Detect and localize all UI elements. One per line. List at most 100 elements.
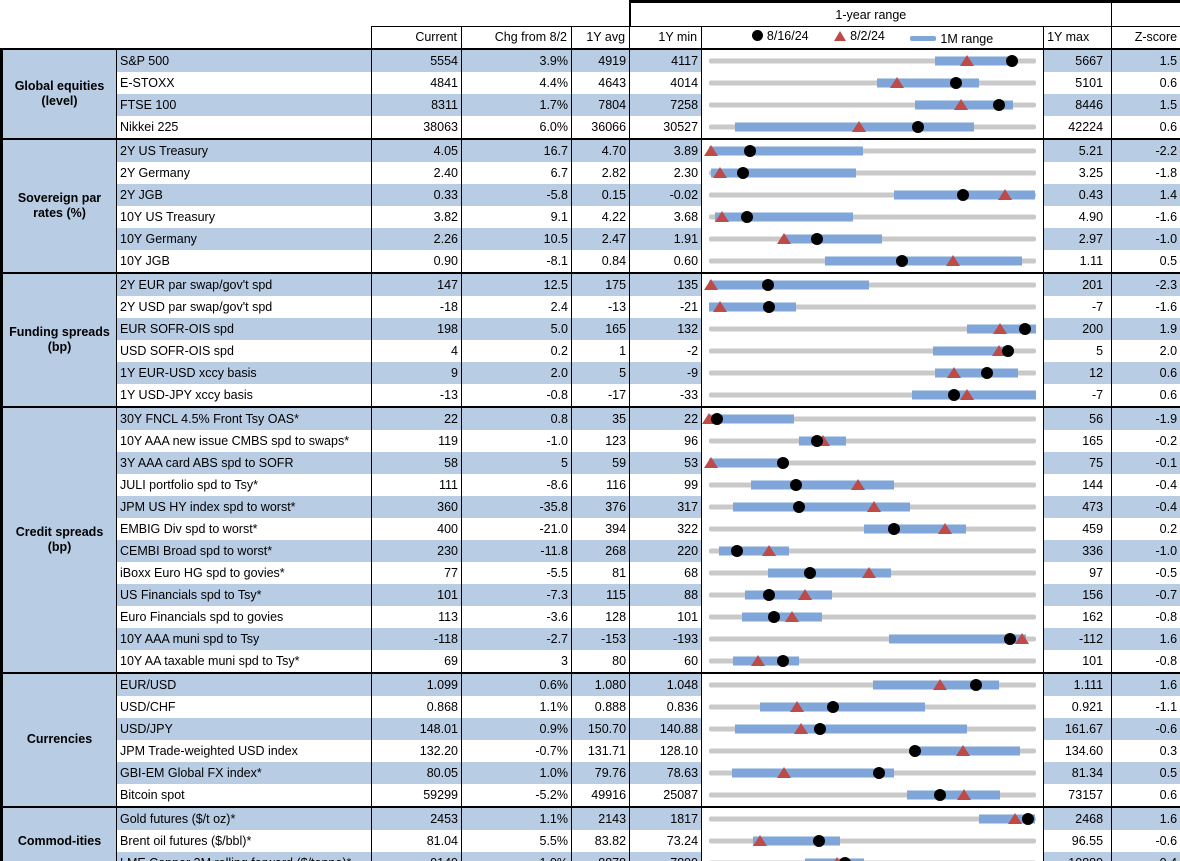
1y-max-value: 8446 bbox=[1043, 93, 1112, 116]
prior-date-triangle-marker bbox=[991, 344, 1006, 356]
prior-date-triangle-marker bbox=[714, 210, 729, 222]
range-chart-cell bbox=[701, 717, 1044, 740]
1y-avg-value: 175 bbox=[570, 271, 630, 296]
current-date-dot-marker bbox=[896, 254, 909, 267]
chg-value: -8.1 bbox=[461, 249, 572, 273]
1y-avg-value: 7804 bbox=[570, 93, 630, 116]
chg-value: -5.2% bbox=[461, 783, 572, 807]
table-row: iBoxx Euro HG spd to govies* 77 -5.5 81 68 97… bbox=[2, 561, 1180, 584]
chg-value: 1.0% bbox=[461, 761, 572, 784]
range-chart bbox=[703, 606, 1044, 628]
1y-max-value: 4.90 bbox=[1043, 205, 1112, 228]
current-value: 147 bbox=[371, 271, 462, 296]
1y-range-track bbox=[708, 460, 1037, 465]
legend-label: 8/2/24 bbox=[850, 29, 885, 44]
prior-date-triangle-marker bbox=[762, 544, 777, 556]
prior-date-triangle-marker bbox=[777, 766, 792, 778]
1m-range-bar bbox=[825, 256, 1022, 265]
range-chart bbox=[703, 184, 1044, 206]
legend-item-1m-range: 1M range bbox=[910, 32, 993, 46]
prior-date-triangle-marker bbox=[829, 856, 844, 861]
current-date-dot-marker bbox=[737, 166, 750, 179]
range-chart-cell bbox=[701, 383, 1044, 407]
1m-range-bar bbox=[877, 78, 979, 87]
current-value: 2.26 bbox=[371, 227, 462, 250]
range-chart bbox=[703, 675, 1044, 696]
zscore-value: 1.6 bbox=[1111, 627, 1180, 650]
legend-label: 1M range bbox=[940, 31, 994, 46]
1m-range-bar bbox=[978, 814, 1035, 823]
red-triangle-icon bbox=[834, 31, 847, 42]
1y-avg-value: 4919 bbox=[570, 47, 630, 72]
table-row: JULI portfolio spd to Tsy* 111 -8.6 116 99 14… bbox=[2, 473, 1180, 496]
prior-date-triangle-marker bbox=[798, 588, 813, 600]
table-row: 1Y EUR-USD xccy basis 9 2.0 5 -9 12 0.6 bbox=[2, 361, 1180, 384]
current-value: 5554 bbox=[371, 47, 462, 72]
1m-range-bar bbox=[744, 590, 832, 599]
1y-max-value: 134.60 bbox=[1043, 739, 1112, 762]
1m-range-bar bbox=[864, 524, 966, 533]
header-row-columns: Current Chg from 8/2 1Y avg 1Y min 8/16/… bbox=[1, 26, 1180, 49]
instrument-name: 10Y AA taxable muni spd to Tsy* bbox=[116, 649, 372, 673]
1y-min-value: 2.30 bbox=[629, 161, 702, 184]
header-empty-cell bbox=[1111, 0, 1180, 27]
instrument-name: Brent oil futures ($/bbl)* bbox=[116, 829, 372, 852]
table-section: Global equities (level) S&P 500 5554 3.9% 49… bbox=[0, 47, 1180, 139]
instrument-name: Euro Financials spd to govies bbox=[116, 605, 372, 628]
current-date-dot-marker bbox=[730, 544, 743, 557]
1y-avg-value: 36066 bbox=[570, 115, 630, 139]
legend-item-prior: 8/2/24 bbox=[834, 29, 885, 43]
1y-avg-value: 0.888 bbox=[570, 695, 630, 718]
range-chart-cell bbox=[701, 561, 1044, 584]
range-chart-cell bbox=[701, 429, 1044, 452]
range-chart bbox=[703, 718, 1044, 740]
range-chart bbox=[703, 540, 1044, 562]
current-value: 101 bbox=[371, 583, 462, 606]
table-section: Funding spreads (bp) 2Y EUR par swap/gov'… bbox=[0, 271, 1180, 407]
black-dot-icon bbox=[751, 30, 763, 42]
table-section: Commod-ities Gold futures ($/t oz)* 2453 1.… bbox=[0, 805, 1180, 861]
1m-range-bar bbox=[759, 702, 925, 711]
1m-range-bar bbox=[735, 724, 968, 733]
instrument-name: US Financials spd to Tsy* bbox=[116, 583, 372, 606]
1y-range-track bbox=[708, 438, 1037, 443]
1y-range-track bbox=[708, 282, 1037, 287]
zscore-value: 1.4 bbox=[1111, 183, 1180, 206]
instrument-name: 2Y US Treasury bbox=[116, 137, 372, 162]
zscore-value: -1.6 bbox=[1111, 295, 1180, 318]
table-row: 1Y USD-JPY xccy basis -13 -0.8 -17 -33 -7 0.6 bbox=[2, 383, 1180, 407]
1y-avg-value: 150.70 bbox=[570, 717, 630, 740]
section-label: Sovereign par rates (%) bbox=[0, 137, 117, 273]
1y-avg-value: 2.47 bbox=[570, 227, 630, 250]
prior-date-triangle-marker bbox=[713, 166, 728, 178]
1y-min-value: 22 bbox=[629, 405, 702, 430]
table-row: Bitcoin spot 59299 -5.2% 49916 25087 73157 0.6 bbox=[2, 783, 1180, 807]
range-chart-cell bbox=[701, 739, 1044, 762]
1y-max-value: 5 bbox=[1043, 339, 1112, 362]
current-value: 230 bbox=[371, 539, 462, 562]
chg-value: 0.2 bbox=[461, 339, 572, 362]
table-row: 2Y Germany 2.40 6.7 2.82 2.30 3.25 -1.8 bbox=[2, 161, 1180, 184]
zscore-value: -1.0 bbox=[1111, 227, 1180, 250]
1y-min-value: -2 bbox=[629, 339, 702, 362]
1m-range-bar bbox=[751, 480, 894, 489]
zscore-value: -2.2 bbox=[1111, 137, 1180, 162]
1y-min-value: 1817 bbox=[629, 805, 702, 830]
current-value: 148.01 bbox=[371, 717, 462, 740]
1m-range-bar bbox=[767, 568, 891, 577]
1y-min-value: -193 bbox=[629, 627, 702, 650]
column-header-chg: Chg from 8/2 bbox=[461, 26, 572, 49]
zscore-value: 0.6 bbox=[1111, 361, 1180, 384]
1y-max-value: 2.97 bbox=[1043, 227, 1112, 250]
zscore-value: -0.8 bbox=[1111, 605, 1180, 628]
instrument-name: EUR/USD bbox=[116, 671, 372, 696]
1m-range-bar bbox=[718, 546, 790, 555]
prior-date-triangle-marker bbox=[937, 522, 952, 534]
range-chart bbox=[703, 340, 1044, 362]
range-chart-cell bbox=[701, 317, 1044, 340]
range-chart bbox=[703, 228, 1044, 250]
instrument-name: 3Y AAA card ABS spd to SOFR bbox=[116, 451, 372, 474]
chg-value: 2.0 bbox=[461, 361, 572, 384]
1y-min-value: 30527 bbox=[629, 115, 702, 139]
